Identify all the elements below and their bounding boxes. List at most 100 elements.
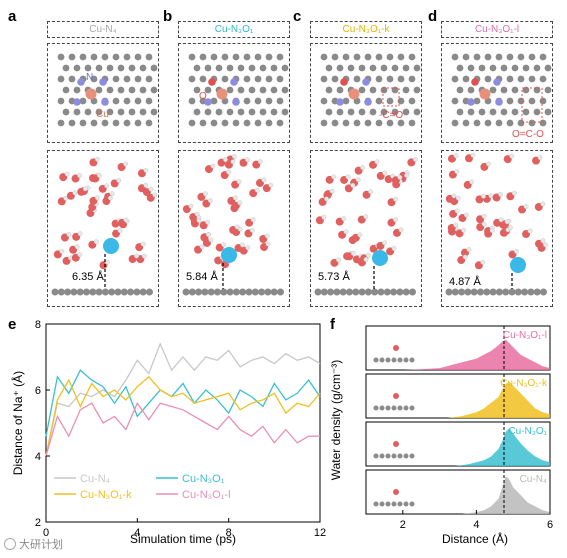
mini-surface-atom <box>373 501 379 507</box>
carbon-atom <box>259 64 267 72</box>
panel-label-f: f <box>330 316 335 333</box>
carbon-atom <box>391 108 399 116</box>
carbon-atom <box>522 64 530 72</box>
carbon-atom <box>188 119 196 127</box>
surface-atom <box>139 288 147 296</box>
water-hydrogen <box>350 250 356 256</box>
structure-box-c <box>310 43 422 143</box>
watermark-text: 大研计划 <box>19 539 63 551</box>
carbon-atom <box>325 86 333 94</box>
carbon-atom <box>106 108 114 116</box>
water-hydrogen <box>64 171 70 177</box>
carbon-atom <box>270 64 278 72</box>
water-hydrogen <box>141 253 147 259</box>
surface-atom <box>51 288 59 296</box>
series-line-0 <box>45 342 321 457</box>
panel-title-a: Cu-N₄ <box>47 21 159 38</box>
carbon-atom <box>281 64 289 72</box>
water-hydrogen <box>453 153 459 159</box>
surface-atom <box>320 288 328 296</box>
carbon-atom <box>511 64 519 72</box>
water-hydrogen <box>363 257 369 262</box>
mini-surface-atom <box>385 405 391 411</box>
y-axis-label-f: Water density (g/cm⁻³) <box>329 360 343 481</box>
carbon-atom <box>112 97 120 105</box>
carbon-atom <box>408 53 416 61</box>
mini-water <box>393 345 399 351</box>
water-hydrogen <box>148 186 154 192</box>
carbon-atom <box>451 97 459 105</box>
carbon-atom <box>451 119 459 127</box>
carbon-atom <box>265 53 273 61</box>
y-tick-label: 8 <box>35 319 41 331</box>
carbon-atom <box>320 75 328 83</box>
water-hydrogen <box>93 239 99 245</box>
carbon-atom <box>254 119 262 127</box>
surface-atom <box>327 288 335 296</box>
carbon-atom <box>517 53 525 61</box>
water-hydrogen <box>223 157 228 163</box>
x-tick-label: 4 <box>134 527 140 539</box>
water-hydrogen <box>365 252 371 258</box>
mini-surface-atom <box>403 357 409 363</box>
water-hydrogen <box>95 195 100 201</box>
carbon-atom <box>188 75 196 83</box>
carbon-atom <box>90 75 98 83</box>
water-hydrogen <box>391 246 397 251</box>
water-hydrogen <box>543 242 548 248</box>
nitrogen-atom <box>232 98 240 106</box>
water-hydrogen <box>265 241 271 247</box>
carbon-atom <box>139 64 147 72</box>
water-hydrogen <box>523 204 529 209</box>
carbon-atom <box>243 119 251 127</box>
carbon-atom <box>402 86 410 94</box>
water-hydrogen <box>230 159 236 165</box>
carbon-atom <box>106 86 114 94</box>
nitrogen-atom <box>467 98 475 106</box>
water-hydrogen <box>382 240 387 246</box>
water-hydrogen <box>466 247 472 252</box>
nitrogen-atom <box>101 98 109 106</box>
nitrogen-label-a: N <box>86 72 93 83</box>
water-hydrogen <box>221 242 227 247</box>
surface-atom <box>445 288 453 296</box>
water-hydrogen <box>331 174 337 180</box>
carbon-atom <box>386 53 394 61</box>
carbon-atom <box>386 119 394 127</box>
mini-surface-atom <box>391 501 397 507</box>
water-hydrogen <box>404 172 409 178</box>
carbon-atom <box>90 119 98 127</box>
mini-surface-atom <box>373 357 379 363</box>
carbon-atom <box>456 64 464 72</box>
carboxyl-label-d: O=C-O <box>512 129 544 140</box>
surface-atom <box>64 288 72 296</box>
y-tick-label: 2 <box>35 517 41 529</box>
carbon-atom <box>237 64 245 72</box>
water-hydrogen <box>481 213 487 219</box>
molecular-structures: N Cu O -C=O O=C-O 6.35 Å 5.84 Å 5.73 Å 4… <box>51 53 552 296</box>
carbon-atom <box>467 108 475 116</box>
nitrogen-atom <box>495 98 503 106</box>
carbon-atom <box>150 64 158 72</box>
carbon-atom <box>68 53 76 61</box>
carbon-atom <box>364 119 372 127</box>
water-hydrogen <box>412 156 418 162</box>
water-hydrogen <box>77 231 83 237</box>
copper-atom <box>348 88 360 100</box>
water-hydrogen <box>199 244 205 250</box>
carbon-atom <box>199 53 207 61</box>
mini-surface-atom <box>385 357 391 363</box>
surface-atom <box>146 288 153 296</box>
surface-atom <box>364 288 372 296</box>
water-hydrogen <box>232 195 238 201</box>
mini-surface-atom <box>379 453 385 459</box>
water-hydrogen <box>116 177 122 183</box>
carbon-atom <box>150 86 158 94</box>
water-hydrogen <box>504 219 510 225</box>
carbonyl-label-c: -C=O <box>379 110 403 121</box>
water-hydrogen <box>210 163 216 169</box>
structure-box-a <box>47 43 159 143</box>
carbon-atom <box>533 108 541 116</box>
nitrogen-atom <box>230 78 238 86</box>
carbon-atom <box>320 97 328 105</box>
